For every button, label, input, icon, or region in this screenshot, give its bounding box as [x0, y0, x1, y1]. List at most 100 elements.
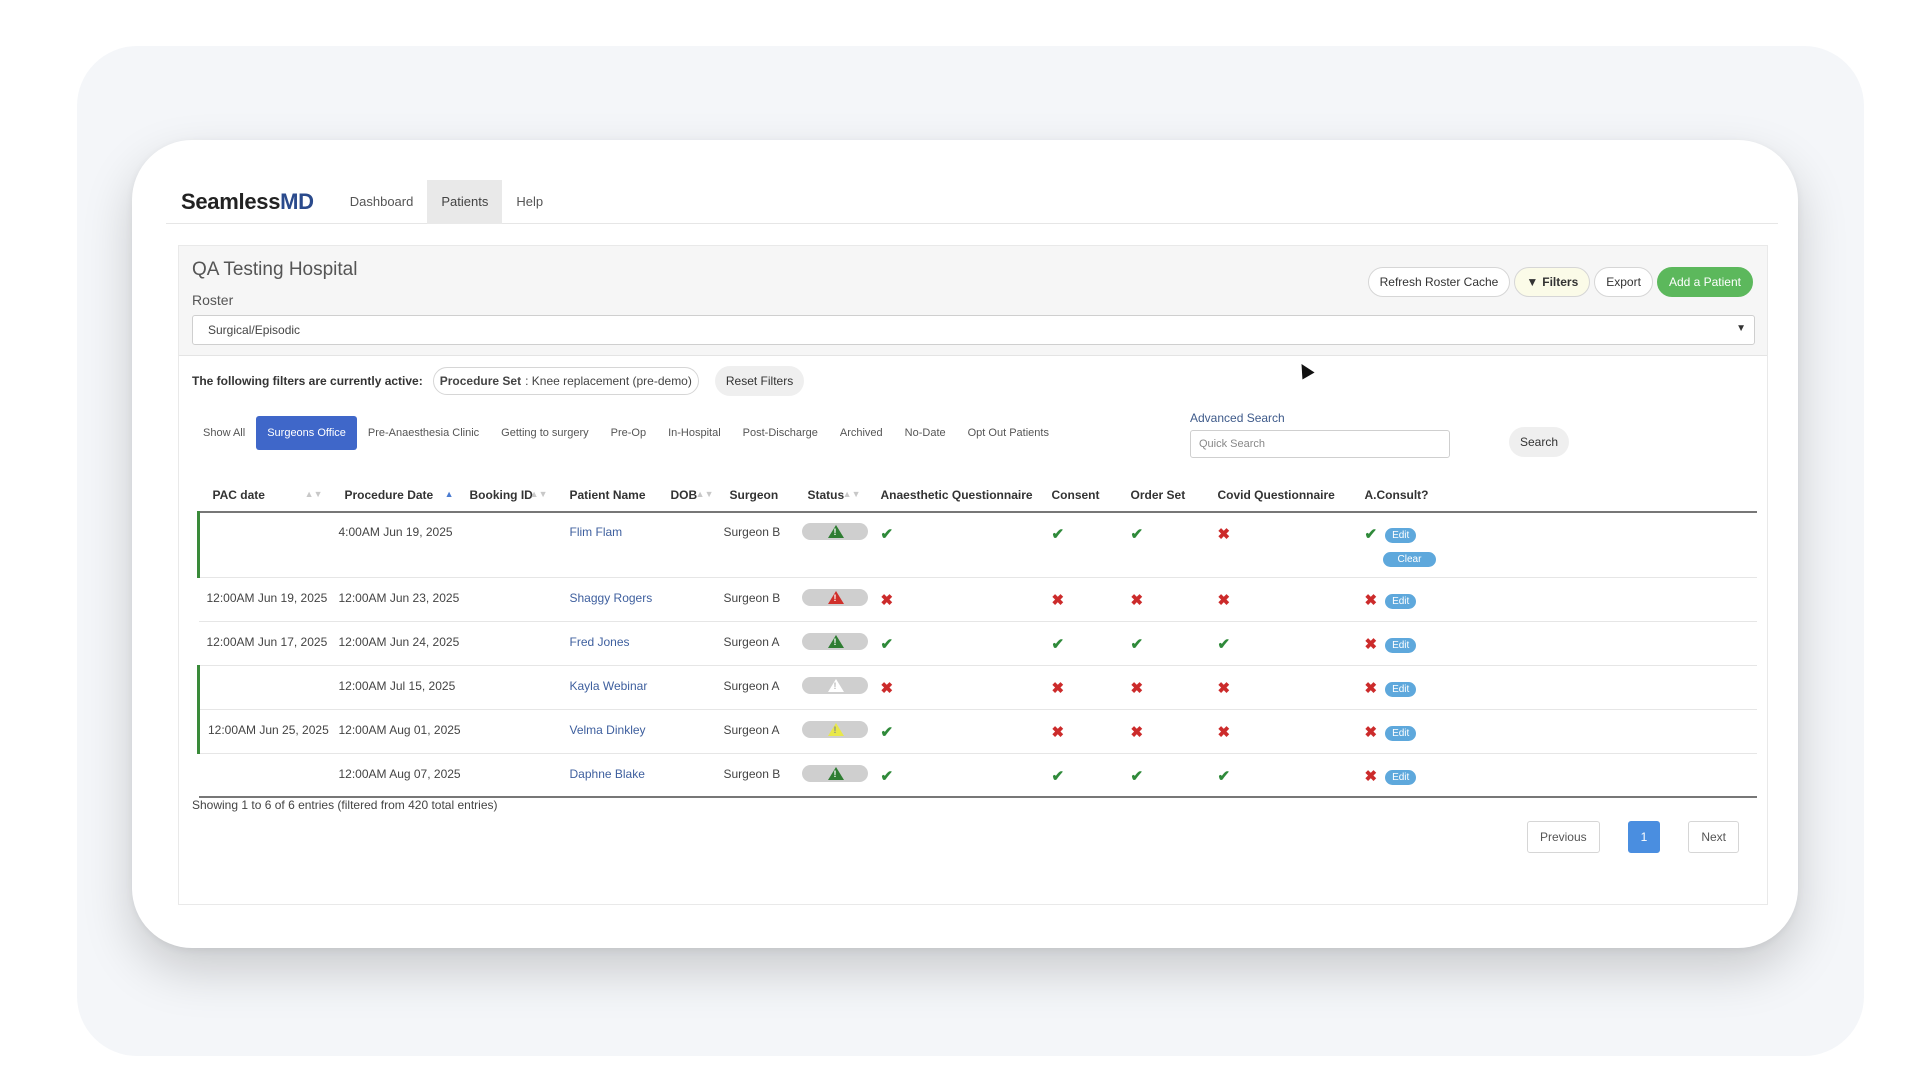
table-row[interactable]: 12:00AM Jun 25, 2025 12:00AM Aug 01, 202…: [197, 709, 1757, 754]
edit-button[interactable]: Edit: [1385, 593, 1417, 609]
warning-icon: [827, 678, 844, 692]
table-row[interactable]: 12:00AM Jun 19, 2025 12:00AM Jun 23, 202…: [198, 577, 1757, 622]
pac-date-cell: [197, 512, 331, 578]
clear-button[interactable]: Clear: [1382, 552, 1437, 567]
refresh-roster-button[interactable]: Refresh Roster Cache: [1367, 267, 1511, 297]
logo[interactable]: SeamlessMD: [181, 188, 314, 214]
sort-icon: ▲▼: [842, 489, 861, 499]
page-1-button[interactable]: 1: [1627, 821, 1661, 853]
col-anaesthetic: Anaesthetic Questionnaire: [868, 479, 1050, 513]
covid-check-icon: ✔: [1217, 635, 1231, 653]
table-row[interactable]: 12:00AM Jul 15, 2025 Kayla Webinar Surge…: [197, 665, 1757, 710]
patient-name-link[interactable]: Shaggy Rogers: [569, 590, 653, 605]
tab-no-date[interactable]: No-Date: [904, 427, 946, 439]
dob-cell: [664, 577, 722, 622]
edit-button[interactable]: Edit: [1385, 769, 1417, 785]
status-badge[interactable]: [801, 588, 868, 606]
active-filters-label: The following filters are currently acti…: [192, 374, 423, 388]
col-pac-date[interactable]: PAC date ▲▼: [198, 479, 331, 513]
tab-show-all[interactable]: Show All: [203, 427, 246, 439]
export-button[interactable]: Export: [1594, 267, 1653, 297]
anaesthetic-check-icon: ✔: [880, 767, 894, 785]
table-row[interactable]: 4:00AM Jun 19, 2025 Flim Flam Surgeon B …: [197, 512, 1757, 578]
col-dob[interactable]: DOB ▲▼: [664, 479, 722, 513]
col-patient-name[interactable]: Patient Name: [555, 479, 665, 513]
col-surgeon[interactable]: Surgeon: [721, 479, 802, 513]
anaesthetic-cross-icon: ✖: [880, 591, 894, 609]
next-button[interactable]: Next: [1688, 821, 1739, 853]
warning-icon: [827, 590, 844, 604]
sort-icon: ▲▼: [304, 489, 323, 499]
roster-tabs: Show All Surgeons Office Pre-Anaesthesia…: [192, 416, 1060, 450]
col-status[interactable]: Status ▲▼: [801, 479, 869, 513]
status-badge[interactable]: [801, 764, 868, 782]
nav-dashboard[interactable]: Dashboard: [349, 194, 414, 209]
advanced-search-link[interactable]: Advanced Search: [1190, 411, 1285, 425]
roster-label: Roster: [192, 292, 234, 308]
procedure-date-cell: 12:00AM Aug 01, 2025: [330, 709, 462, 754]
tab-archived[interactable]: Archived: [839, 427, 883, 439]
nav-patients[interactable]: Patients: [427, 179, 503, 224]
status-badge[interactable]: [801, 676, 868, 694]
col-procedure-date[interactable]: Procedure Date ▲: [330, 479, 462, 513]
patient-name-link[interactable]: Daphne Blake: [569, 766, 645, 781]
covid-cross-icon: ✖: [1217, 679, 1231, 697]
patient-name-link[interactable]: Kayla Webinar: [569, 678, 648, 693]
tab-post-discharge[interactable]: Post-Discharge: [742, 427, 818, 439]
procedure-date-cell: 12:00AM Jun 23, 2025: [330, 577, 462, 622]
roster-select[interactable]: Surgical/Episodic ▼: [192, 315, 1755, 345]
patient-name-link[interactable]: Fred Jones: [569, 634, 630, 649]
tab-getting-to-surgery[interactable]: Getting to surgery: [501, 427, 589, 439]
covid-cross-icon: ✖: [1217, 723, 1231, 741]
previous-button[interactable]: Previous: [1526, 821, 1600, 853]
patient-table: PAC date ▲▼ Procedure Date ▲ Booking ID ▲▼ …: [197, 479, 1757, 798]
edit-button[interactable]: Edit: [1385, 528, 1417, 543]
order-set-cross-icon: ✖: [1130, 723, 1144, 741]
status-badge[interactable]: [801, 720, 868, 738]
header-buttons: Refresh Roster Cache ▼ Filters Export Add…: [1367, 267, 1753, 297]
consult-cross-icon: ✖: [1364, 767, 1378, 785]
booking-id-cell: [461, 665, 556, 710]
tab-pre-anaesthesia[interactable]: Pre-Anaesthesia Clinic: [367, 427, 480, 439]
tab-in-hospital[interactable]: In-Hospital: [668, 427, 721, 439]
col-order-set: Order Set: [1128, 479, 1216, 513]
table-row[interactable]: 12:00AM Aug 07, 2025 Daphne Blake Surgeo…: [198, 753, 1757, 798]
nav-help[interactable]: Help: [516, 194, 544, 209]
consent-cross-icon: ✖: [1051, 679, 1065, 697]
pac-date-cell: [198, 753, 331, 798]
status-badge[interactable]: [801, 523, 868, 540]
quick-search-input[interactable]: Quick Search: [1190, 430, 1450, 458]
hospital-title: QA Testing Hospital: [192, 259, 358, 280]
consent-cross-icon: ✖: [1051, 723, 1065, 741]
tab-pre-op[interactable]: Pre-Op: [610, 427, 647, 439]
consent-check-icon: ✔: [1051, 526, 1065, 543]
nav-links: Dashboard Patients Help: [336, 179, 557, 224]
sort-icon: ▲▼: [529, 489, 548, 499]
edit-button[interactable]: Edit: [1385, 681, 1417, 697]
edit-button[interactable]: Edit: [1385, 725, 1417, 741]
add-patient-button[interactable]: Add a Patient: [1656, 267, 1753, 297]
search-button[interactable]: Search: [1509, 427, 1570, 457]
booking-id-cell: [461, 621, 556, 666]
reset-filters-button[interactable]: Reset Filters: [714, 366, 805, 396]
anaesthetic-cross-icon: ✖: [880, 679, 894, 697]
filter-chip[interactable]: Procedure Set: Knee replacement (pre-dem…: [432, 367, 699, 395]
table-row[interactable]: 12:00AM Jun 17, 2025 12:00AM Jun 24, 202…: [198, 621, 1757, 666]
booking-id-cell: [461, 709, 556, 754]
surgeon-cell: Surgeon B: [721, 512, 802, 578]
edit-button[interactable]: Edit: [1385, 637, 1417, 653]
consent-check-icon: ✔: [1051, 635, 1065, 653]
warning-icon: [827, 722, 844, 736]
status-badge[interactable]: [801, 632, 868, 650]
procedure-date-cell: 12:00AM Aug 07, 2025: [330, 753, 462, 798]
tab-surgeons-office[interactable]: Surgeons Office: [256, 416, 357, 450]
patient-name-link[interactable]: Velma Dinkley: [569, 722, 646, 737]
pac-date-cell: 12:00AM Jun 17, 2025: [198, 621, 331, 666]
col-booking-id[interactable]: Booking ID ▲▼: [461, 479, 556, 513]
order-set-cross-icon: ✖: [1130, 679, 1144, 697]
dob-cell: [664, 709, 722, 754]
tab-opt-out[interactable]: Opt Out Patients: [967, 427, 1049, 439]
filters-button[interactable]: ▼ Filters: [1514, 267, 1591, 297]
consent-cross-icon: ✖: [1051, 591, 1065, 609]
patient-name-link[interactable]: Flim Flam: [569, 525, 623, 539]
